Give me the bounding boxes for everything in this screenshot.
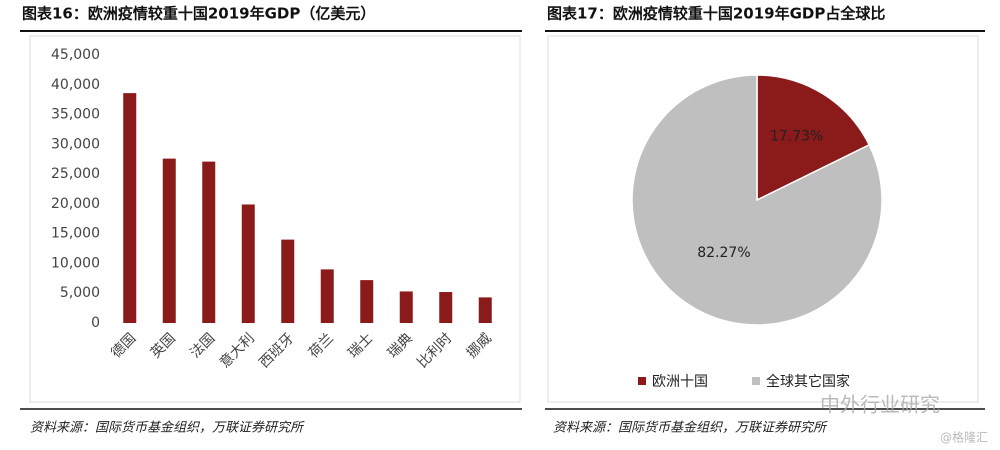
bar [202, 161, 216, 323]
x-tick-label: 法国 [187, 330, 218, 361]
y-tick-label: 35,000 [51, 107, 100, 123]
x-tick-label: 意大利 [216, 330, 258, 372]
y-tick-label: 5,000 [60, 285, 100, 301]
bar [439, 292, 453, 323]
bar [162, 158, 176, 323]
legend-swatch [752, 377, 760, 385]
legend-label: 全球其它国家 [766, 373, 850, 390]
y-tick-label: 30,000 [51, 136, 100, 152]
y-tick-label: 45,000 [51, 47, 100, 63]
source-note: 资料来源：国际货币基金组织，万联证券研究所 [30, 420, 305, 436]
bar [399, 291, 413, 323]
x-tick-label: 西班牙 [256, 330, 297, 371]
source-note: 资料来源：国际货币基金组织，万联证券研究所 [553, 420, 828, 436]
chart-title: 图表17：欧洲疫情较重十国2019年GDP占全球比 [547, 5, 885, 23]
y-tick-label: 20,000 [51, 196, 100, 212]
pie-slice [756, 74, 871, 202]
bar [281, 239, 295, 323]
legend-swatch [638, 377, 646, 385]
x-tick-label: 瑞士 [345, 330, 376, 361]
bar [360, 280, 374, 323]
bar [478, 297, 492, 323]
x-tick-label: 比利时 [414, 330, 455, 371]
plot-frame [547, 35, 979, 403]
plot-frame [29, 35, 521, 403]
data-label: 17.73% [770, 128, 823, 144]
watermark: @格隆汇 [940, 430, 988, 445]
y-tick-label: 25,000 [51, 166, 100, 182]
chart-title: 图表16：欧洲疫情较重十国2019年GDP（亿美元） [22, 5, 375, 23]
data-label: 82.27% [697, 245, 750, 261]
pie-slice [631, 74, 883, 326]
y-tick-label: 40,000 [51, 77, 100, 93]
x-tick-label: 瑞典 [385, 330, 416, 361]
x-tick-label: 英国 [147, 330, 179, 362]
y-tick-label: 0 [91, 315, 100, 331]
watermark: 中外行业研究 [820, 393, 940, 417]
y-tick-label: 15,000 [51, 226, 100, 242]
bar [123, 93, 137, 323]
x-tick-label: 德国 [108, 330, 139, 361]
x-tick-label: 挪威 [464, 330, 495, 361]
x-tick-label: 荷兰 [306, 330, 337, 361]
bar [241, 204, 255, 323]
bar [320, 269, 334, 323]
y-tick-label: 10,000 [51, 255, 100, 271]
legend-label: 欧洲十国 [652, 374, 708, 390]
